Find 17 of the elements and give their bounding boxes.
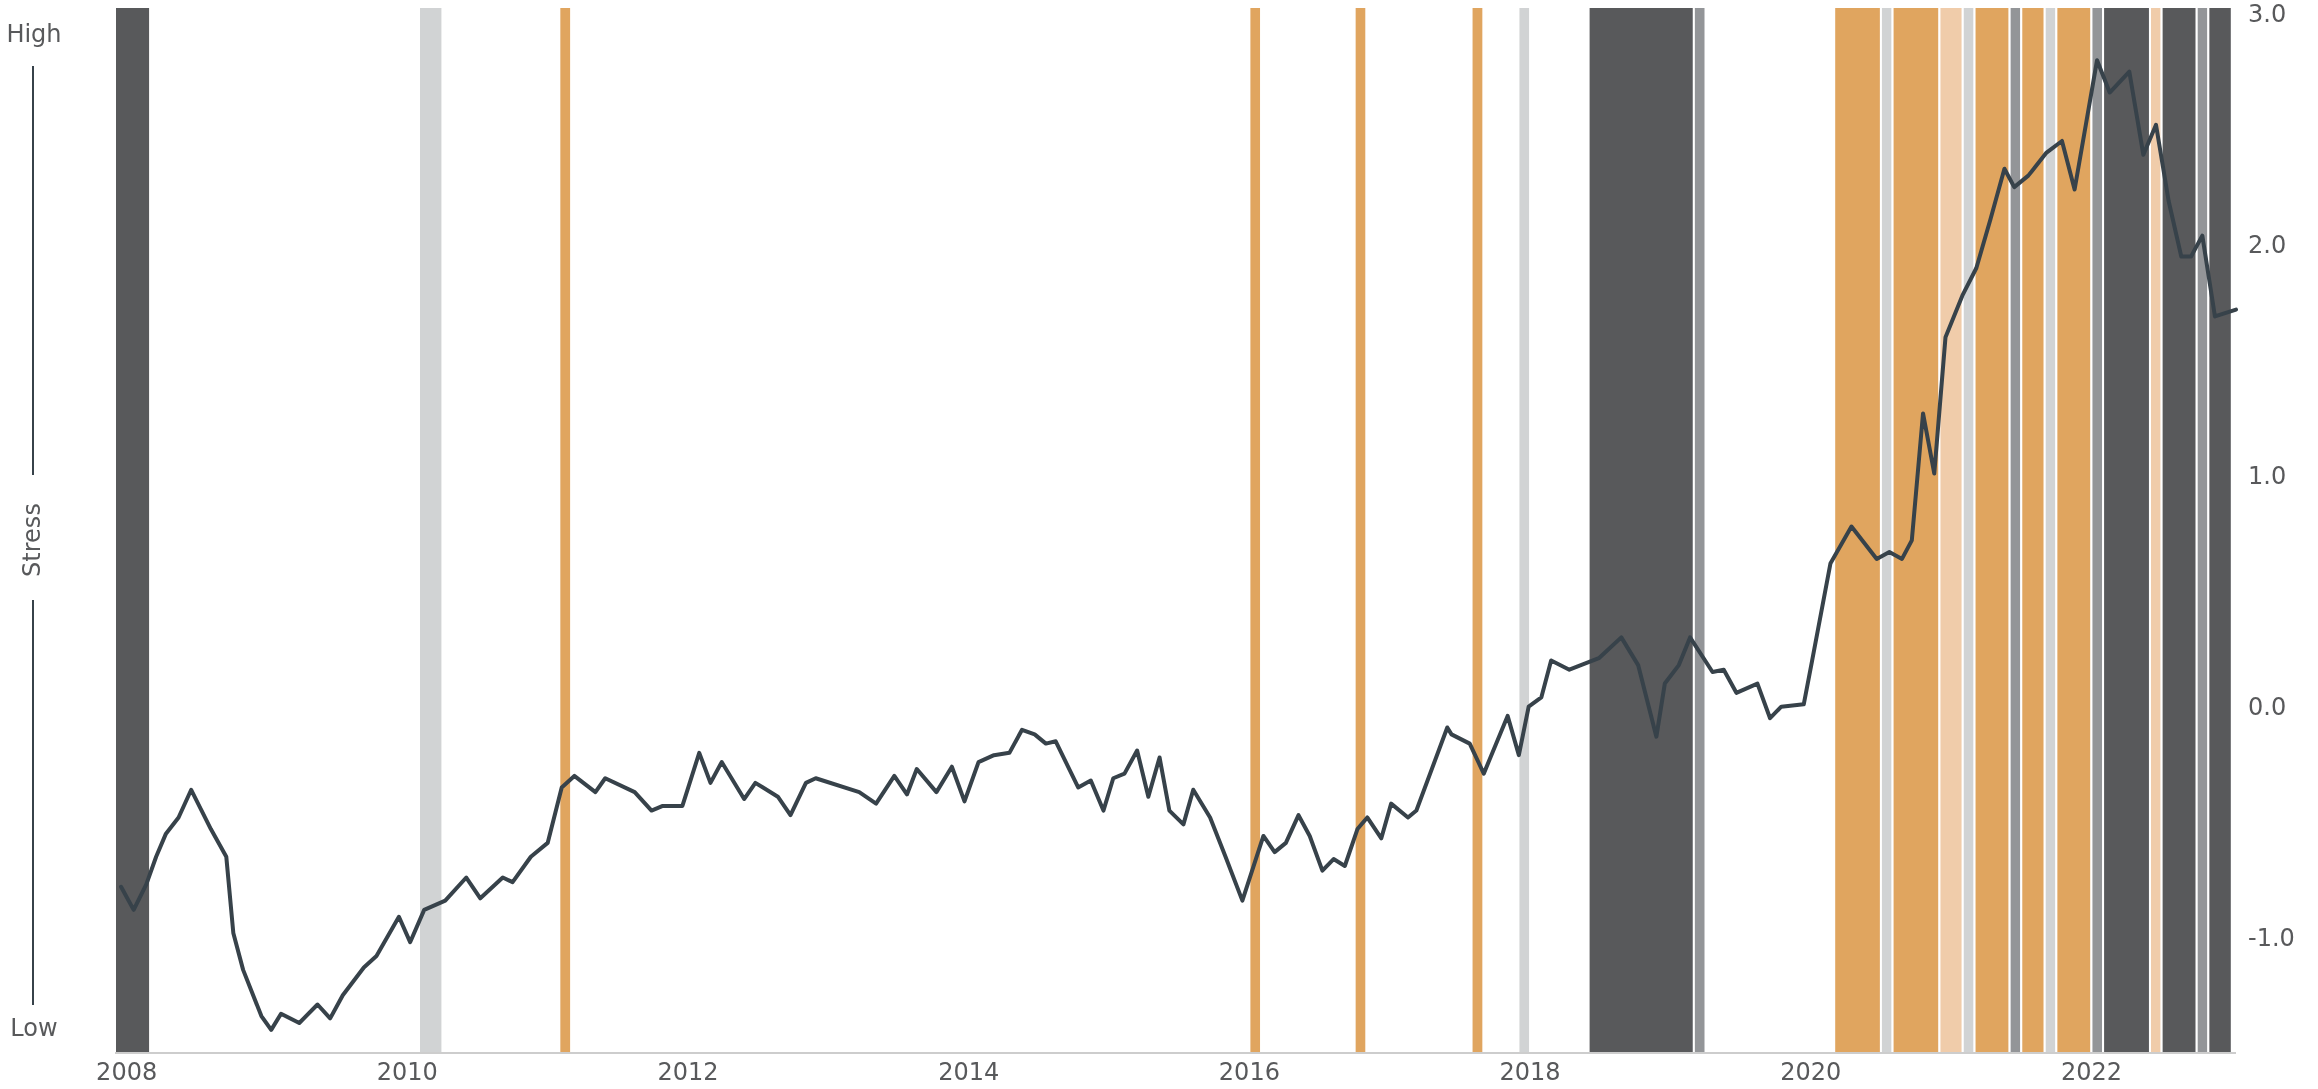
y-tick-label: 0.0 xyxy=(2248,692,2287,721)
x-tick-label: 2020 xyxy=(1780,1058,1842,1086)
y-axis-title: Stress xyxy=(18,503,46,577)
x-tick-label: 2018 xyxy=(1499,1058,1561,1086)
x-tick-label: 2014 xyxy=(938,1058,1000,1086)
line-series xyxy=(119,58,2238,1032)
x-tick-label: 2010 xyxy=(376,1058,438,1086)
text: High xyxy=(6,20,62,48)
x-tick-label: 2016 xyxy=(1218,1058,1280,1086)
x-tick-label: 2012 xyxy=(657,1058,719,1086)
y-tick-label: 3.0 xyxy=(2248,0,2287,28)
y-tick-label: 2.0 xyxy=(2248,230,2287,259)
text: Low xyxy=(10,1014,58,1042)
y-tick-label: -1.0 xyxy=(2248,923,2295,952)
x-tick-label: 2008 xyxy=(96,1058,158,1086)
y-tick-label: 1.0 xyxy=(2248,461,2287,490)
x-tick-label: 2022 xyxy=(2060,1058,2122,1086)
